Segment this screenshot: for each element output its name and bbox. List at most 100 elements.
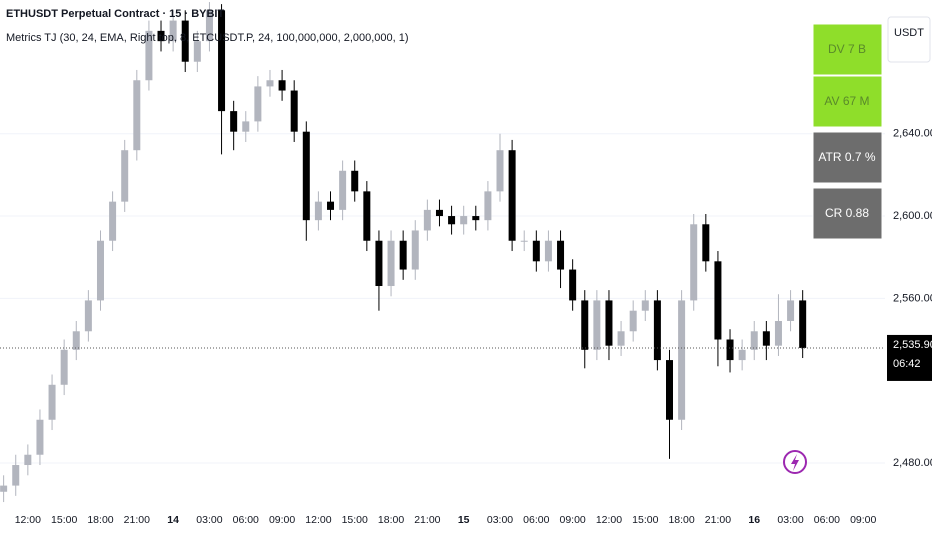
candle-body <box>726 339 734 361</box>
candle-body <box>375 240 383 287</box>
candle-body <box>508 150 516 241</box>
candle-body <box>762 331 770 346</box>
candle-body <box>593 300 601 350</box>
candle-body <box>750 331 758 350</box>
symbol-title: ETHUSDT Perpetual Contract · 15 · BYBIT <box>6 8 224 20</box>
x-tick-label: 03:00 <box>777 514 803 526</box>
candle-body <box>460 216 468 225</box>
candle-body <box>423 209 431 231</box>
candle-body <box>448 216 456 225</box>
metric-cell <box>812 75 883 128</box>
candle-body <box>363 191 371 241</box>
candle-body <box>387 240 395 287</box>
candle-body <box>36 419 44 455</box>
candle-body <box>24 454 32 466</box>
y-tick-label: 2,480.00 <box>893 457 932 469</box>
lightning <box>791 454 799 471</box>
x-tick-label: 03:00 <box>196 514 222 526</box>
candle-body <box>569 269 577 301</box>
x-tick-label: 12:00 <box>305 514 331 526</box>
countdown: 06:42 <box>893 358 921 370</box>
candle-body <box>351 170 359 192</box>
candle-body <box>157 30 165 42</box>
candle-body <box>520 240 528 242</box>
metric-cell <box>812 23 883 76</box>
candles <box>0 2 807 503</box>
metric-label: AV 67 M <box>824 94 869 108</box>
candle-body <box>96 240 104 301</box>
currency: USDT <box>894 27 924 39</box>
candle-body <box>496 150 504 192</box>
x-tick-label: 21:00 <box>705 514 731 526</box>
candle-body <box>133 80 141 151</box>
candle-body <box>0 485 8 492</box>
x-tick-label: 21:00 <box>124 514 150 526</box>
candle-body <box>702 224 710 262</box>
candle-body <box>254 86 262 122</box>
candle-body <box>193 41 201 62</box>
metric-label: ATR 0.7 % <box>818 150 875 164</box>
candle-body <box>84 300 92 332</box>
candle-body <box>121 150 129 202</box>
candle-body <box>109 201 117 241</box>
candle-body <box>532 240 540 262</box>
candle-body <box>205 10 213 42</box>
candle-body <box>278 80 286 91</box>
candle-body <box>666 360 674 420</box>
x-tick-label: 03:00 <box>487 514 513 526</box>
candle-body <box>399 240 407 270</box>
x-tick-label: 21:00 <box>414 514 440 526</box>
candle-body <box>48 384 56 420</box>
metric-cell <box>812 131 883 184</box>
metric-cell <box>812 187 883 240</box>
x-tick-label: 18:00 <box>378 514 404 526</box>
x-tick-label: 06:00 <box>233 514 259 526</box>
x-tick-label: 14 <box>167 514 179 526</box>
candle-body <box>472 216 480 221</box>
candle-body <box>738 349 746 361</box>
candle-body <box>617 331 625 346</box>
candle-body <box>799 300 807 348</box>
candle-body <box>411 230 419 270</box>
candle-body <box>12 465 20 486</box>
x-tick-label: 09:00 <box>269 514 295 526</box>
candle-body <box>169 20 177 42</box>
candle-body <box>557 240 565 270</box>
candle-body <box>60 349 68 385</box>
x-tick-label: 15:00 <box>632 514 658 526</box>
candle-body <box>302 131 310 221</box>
x-tick-label: 18:00 <box>87 514 113 526</box>
candle-body <box>290 90 298 132</box>
candle-body <box>678 300 686 420</box>
x-tick-label: 12:00 <box>596 514 622 526</box>
metrics-table: DV 7 B AV 67 M ATR 0.7 % CR 0.88 <box>812 23 883 240</box>
candle-body <box>714 261 722 340</box>
candle-body <box>266 80 274 87</box>
x-tick-label: 12:00 <box>15 514 41 526</box>
metric-label: CR 0.88 <box>825 206 869 220</box>
candle-body <box>774 320 782 346</box>
x-tick-label: 15:00 <box>342 514 368 526</box>
candle-body <box>314 201 322 221</box>
x-tick-label: 06:00 <box>523 514 549 526</box>
candle-body <box>690 224 698 301</box>
candle-body <box>230 111 238 132</box>
y-tick-label: 2,600.00 <box>893 210 932 222</box>
x-tick-label: 15:00 <box>51 514 77 526</box>
price-label-box <box>887 334 932 381</box>
currency-box[interactable] <box>887 16 931 63</box>
y-tick-label: 2,560.00 <box>893 292 932 304</box>
price-label: 2,535.90 <box>893 339 932 351</box>
candle-body <box>629 310 637 332</box>
candle-body <box>544 240 552 262</box>
candle-body <box>605 300 613 346</box>
candle-body <box>145 30 153 81</box>
candle-body <box>242 121 250 132</box>
indicator-legend: Metrics TJ (30, 24, EMA, Right top, 8, E… <box>6 32 409 44</box>
candle-body <box>72 331 80 350</box>
candle-body <box>641 300 649 311</box>
grid: 2,480.00 2,560.00 2,600.00 2,640.00 12:00 15:… <box>0 128 932 526</box>
x-tick-label: 15 <box>458 514 470 526</box>
